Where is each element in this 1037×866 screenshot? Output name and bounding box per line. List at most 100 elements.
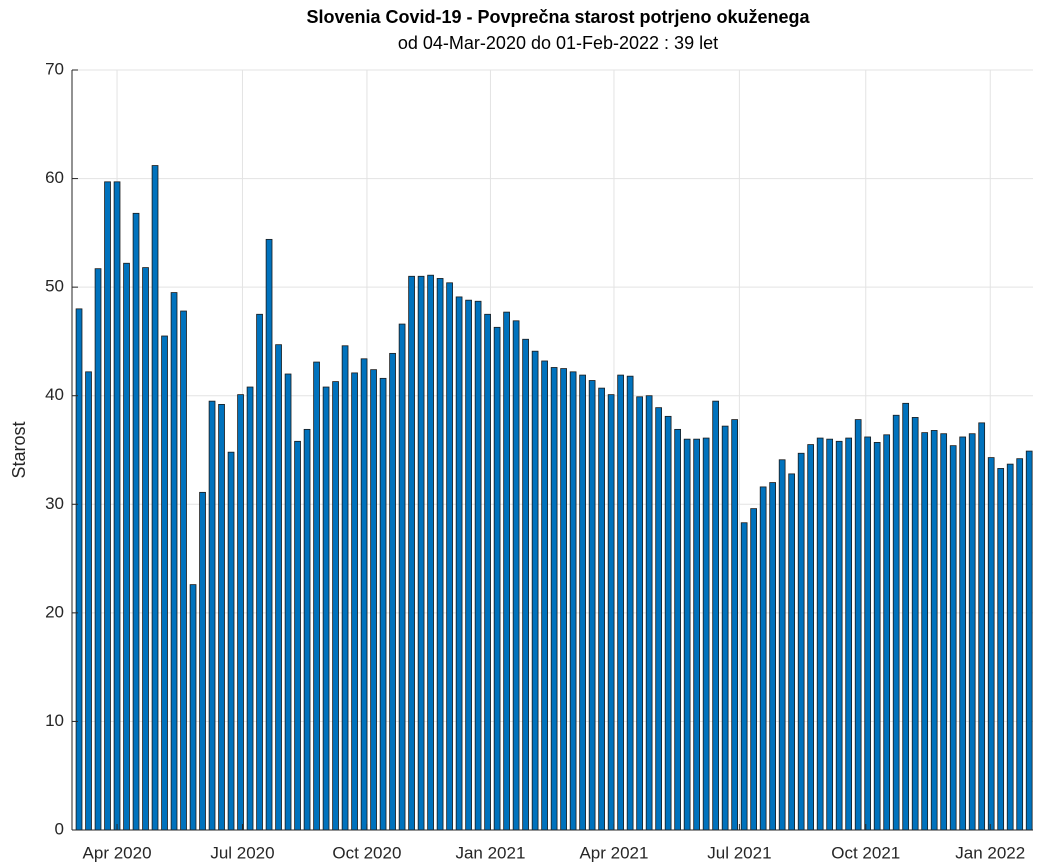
bar bbox=[807, 444, 815, 831]
bar bbox=[636, 396, 643, 831]
bar bbox=[702, 437, 710, 831]
bar bbox=[85, 371, 92, 831]
bar bbox=[161, 335, 168, 831]
bar bbox=[854, 419, 862, 831]
bar bbox=[693, 438, 700, 831]
bar bbox=[227, 451, 235, 831]
bar bbox=[997, 468, 1005, 831]
bar bbox=[284, 373, 292, 831]
y-tick-label: 40 bbox=[45, 385, 64, 404]
bar bbox=[892, 414, 900, 831]
bar bbox=[721, 425, 729, 831]
bar bbox=[826, 438, 834, 831]
bar bbox=[930, 430, 938, 831]
bar bbox=[360, 358, 368, 831]
bar bbox=[351, 372, 358, 831]
bar bbox=[864, 436, 872, 831]
bar bbox=[588, 380, 596, 831]
bar bbox=[104, 181, 111, 831]
x-tick-label: Oct 2021 bbox=[831, 843, 900, 862]
x-tick-label: Oct 2020 bbox=[332, 843, 401, 862]
chart-title: Slovenia Covid-19 - Povprečna starost po… bbox=[306, 7, 810, 27]
bar bbox=[408, 275, 415, 831]
bar bbox=[949, 445, 957, 831]
bar bbox=[75, 308, 83, 831]
bar bbox=[370, 369, 377, 831]
bar bbox=[750, 508, 757, 831]
bar bbox=[275, 344, 282, 831]
bar bbox=[987, 457, 995, 831]
bar bbox=[902, 402, 910, 831]
bar bbox=[712, 400, 719, 831]
bar bbox=[332, 381, 339, 831]
bar bbox=[398, 323, 406, 831]
bar bbox=[180, 310, 187, 831]
x-tick-label: Jul 2021 bbox=[707, 843, 771, 862]
bar bbox=[731, 419, 738, 831]
bar bbox=[778, 459, 786, 831]
bar bbox=[883, 434, 891, 831]
y-tick-label: 0 bbox=[55, 819, 64, 838]
bar bbox=[655, 407, 662, 831]
bar bbox=[940, 433, 948, 831]
x-tick-label: Jan 2022 bbox=[955, 843, 1025, 862]
bar bbox=[465, 299, 472, 831]
bar bbox=[797, 452, 805, 831]
bar bbox=[541, 360, 548, 831]
bar bbox=[417, 275, 425, 831]
bar bbox=[218, 403, 225, 831]
bar bbox=[294, 440, 301, 831]
bar bbox=[474, 300, 482, 831]
bar bbox=[873, 441, 881, 831]
bar bbox=[683, 438, 691, 831]
bar bbox=[455, 296, 463, 831]
bar bbox=[94, 268, 102, 831]
bar bbox=[199, 491, 206, 831]
bar bbox=[968, 433, 976, 831]
bar bbox=[835, 440, 843, 831]
bar bbox=[123, 262, 130, 831]
bar bbox=[645, 395, 653, 831]
bar bbox=[626, 375, 634, 831]
y-tick-label: 60 bbox=[45, 168, 64, 187]
bar bbox=[598, 387, 605, 831]
bar bbox=[512, 320, 520, 831]
bar bbox=[1025, 450, 1033, 831]
bar bbox=[189, 584, 197, 831]
bar bbox=[579, 374, 586, 831]
x-tick-label: Jan 2021 bbox=[455, 843, 525, 862]
bar bbox=[569, 371, 577, 831]
bar bbox=[246, 386, 254, 831]
bar bbox=[769, 482, 776, 831]
bar bbox=[113, 181, 121, 831]
bar bbox=[911, 417, 919, 831]
y-tick-label: 10 bbox=[45, 711, 64, 730]
bar bbox=[607, 394, 615, 831]
bar bbox=[237, 394, 244, 831]
bar bbox=[436, 278, 444, 831]
bar bbox=[427, 274, 434, 831]
bar bbox=[740, 522, 748, 831]
bar bbox=[664, 415, 672, 831]
bar bbox=[389, 352, 396, 831]
bar bbox=[303, 428, 311, 831]
bar bbox=[788, 473, 796, 831]
bar bbox=[503, 311, 510, 831]
bar bbox=[170, 292, 178, 831]
bar bbox=[1016, 458, 1024, 831]
bar bbox=[560, 368, 567, 831]
bar bbox=[313, 361, 320, 831]
x-tick-label: Jul 2020 bbox=[210, 843, 274, 862]
bar bbox=[341, 345, 349, 831]
bar bbox=[484, 313, 491, 831]
y-tick-label: 20 bbox=[45, 602, 64, 621]
bar bbox=[816, 437, 824, 831]
y-tick-label: 30 bbox=[45, 494, 64, 513]
y-axis-label: Starost bbox=[9, 421, 29, 478]
bar bbox=[142, 267, 149, 831]
bar bbox=[617, 374, 624, 831]
y-tick-label: 50 bbox=[45, 277, 64, 296]
bar bbox=[674, 428, 681, 831]
bar bbox=[322, 386, 330, 831]
bar bbox=[208, 400, 216, 831]
